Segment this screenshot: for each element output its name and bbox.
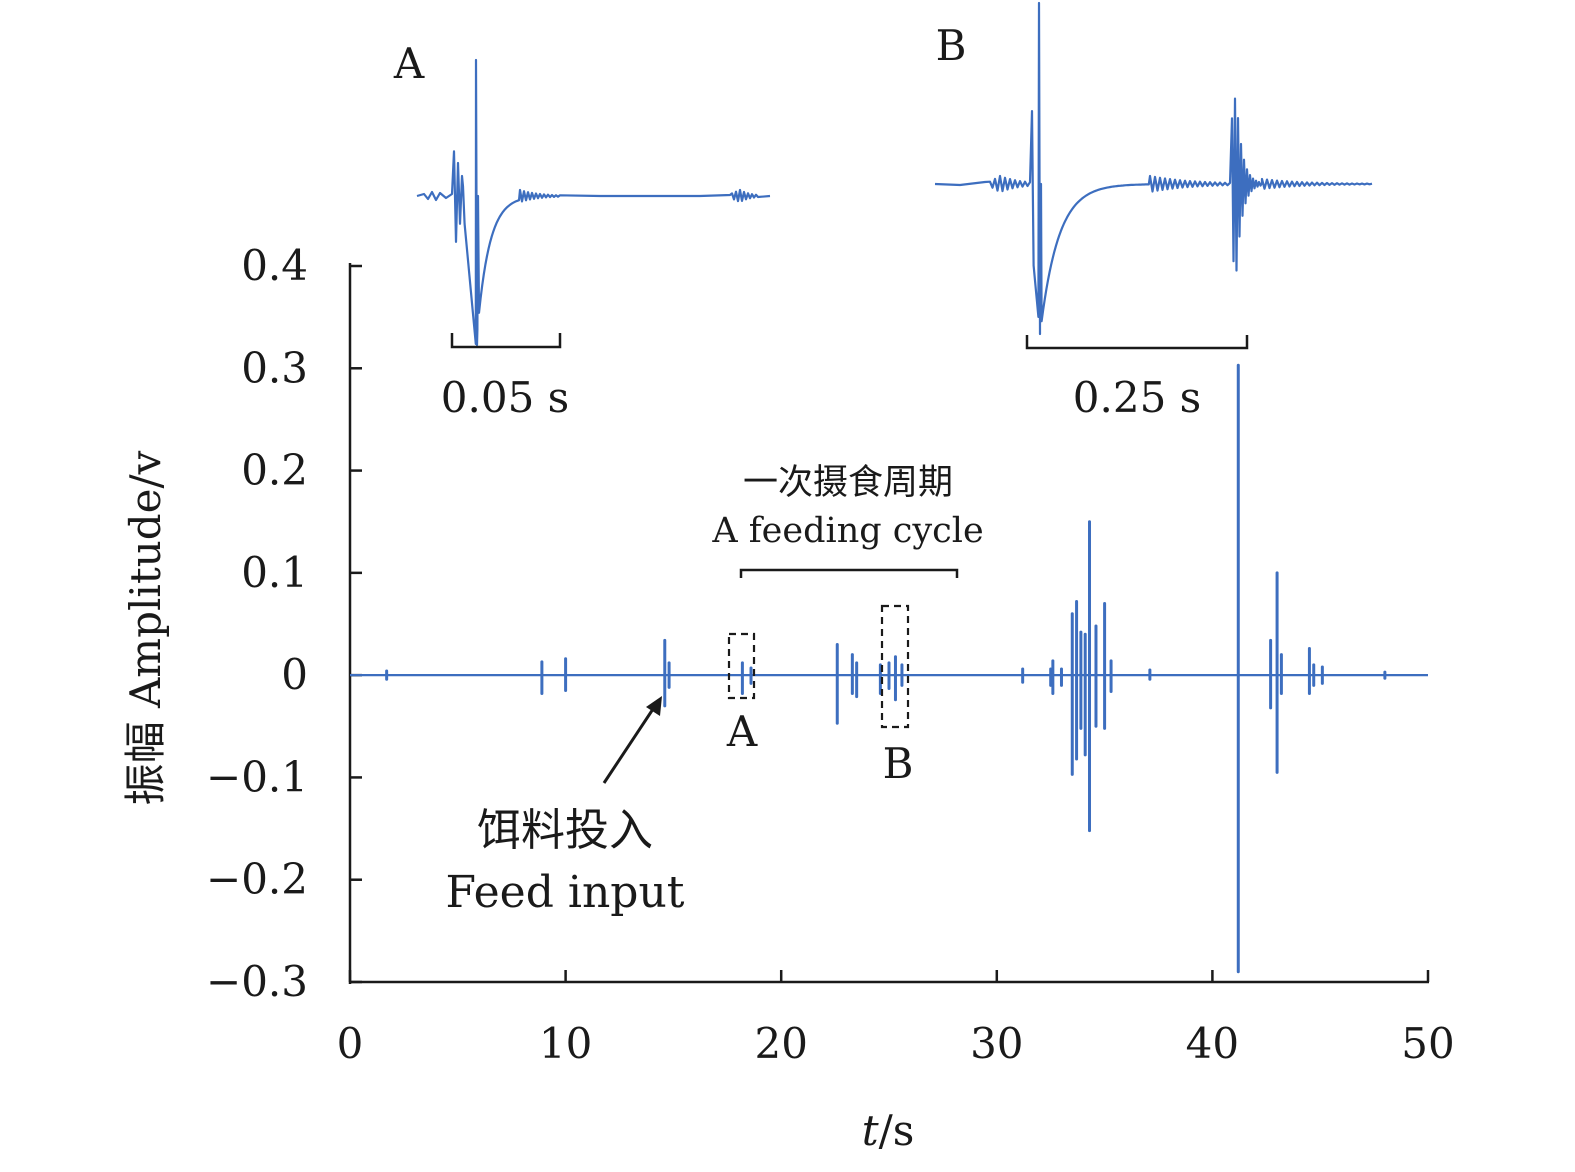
y-tick-label: 0.3 (241, 343, 308, 392)
box-b (880, 604, 910, 729)
y-tick-label: 0.1 (241, 548, 308, 597)
inset-a-waveform (416, 58, 771, 347)
inset-b-label: B (936, 21, 967, 70)
x-axis-title: t/s (862, 1106, 915, 1155)
feeding-cycle-bracket (739, 568, 959, 578)
x-ticks: 0 10 20 30 40 50 (337, 970, 1455, 1068)
inset-b-scale-label: 0.25 s (1073, 373, 1201, 422)
feed-input-label-cn: 饵料投入 (477, 805, 653, 856)
box-a-label: A (726, 707, 758, 756)
y-ticks: 0.4 0.3 0.2 0.1 0 −0.1 −0.2 −0.3 (206, 241, 362, 1006)
y-tick-label: −0.3 (206, 957, 308, 1006)
signal-spikes (385, 363, 1387, 974)
feed-input-label-en: Feed input (446, 867, 685, 918)
inset-b-waveform (934, 1, 1373, 336)
inset-a-label: A (393, 39, 425, 88)
x-tick-label: 30 (970, 1019, 1023, 1068)
feed-input-arrowhead (646, 696, 662, 716)
box-a (727, 632, 756, 700)
y-tick-label: 0.2 (241, 446, 308, 495)
x-tick-label: 50 (1401, 1019, 1454, 1068)
x-tick-label: 20 (754, 1019, 807, 1068)
inset-b-scale-bar (1025, 335, 1249, 350)
feed-input-arrow (602, 705, 657, 784)
y-tick-label: 0.4 (241, 241, 308, 290)
y-axis-title: 振幅 Amplitude/v (121, 450, 170, 805)
box-b-label: B (883, 739, 914, 788)
feeding-cycle-label-cn: 一次摄食周期 (743, 463, 953, 503)
x-tick-label: 40 (1186, 1019, 1239, 1068)
feeding-cycle-label-en: A feeding cycle (711, 511, 983, 551)
y-tick-label: −0.1 (206, 752, 308, 801)
x-tick-label: 0 (337, 1019, 364, 1068)
y-tick-label: −0.2 (206, 855, 308, 904)
inset-a-scale-bar (450, 333, 562, 349)
y-tick-label: 0 (281, 650, 308, 699)
inset-a-scale-label: 0.05 s (441, 373, 569, 422)
x-tick-label: 10 (539, 1019, 592, 1068)
